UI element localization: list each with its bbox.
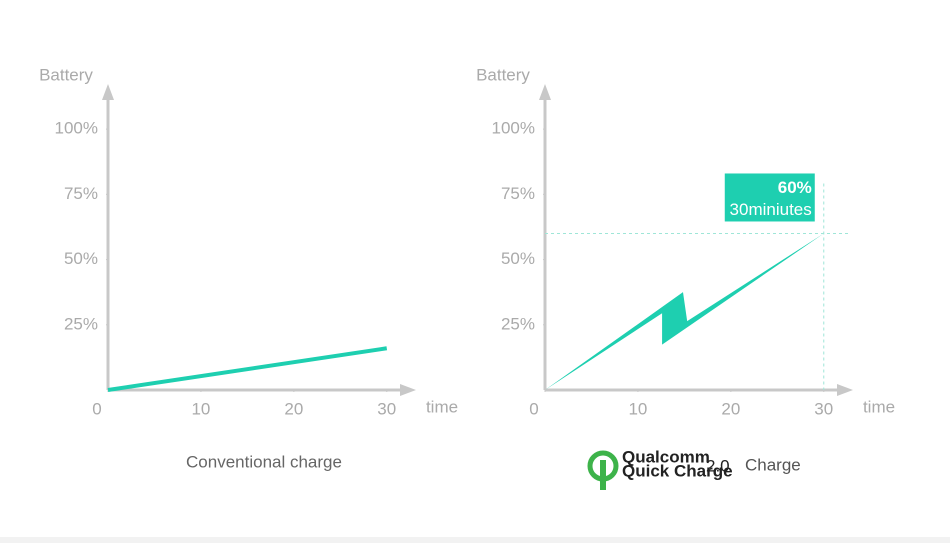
- y-tick-label: 75%: [501, 184, 535, 203]
- annotation-box: [724, 173, 815, 222]
- x-tick-label: 10: [628, 399, 647, 418]
- chart: Battery time 25% 50% 75% 100% 0 10 20 30 60% 30mini…: [476, 65, 895, 480]
- y-tick-label: 100%: [55, 119, 98, 138]
- x-axis-label: time: [426, 397, 458, 416]
- y-axis-label: Battery: [476, 65, 530, 84]
- y-tick-label: 100%: [492, 119, 535, 138]
- logo-bar: [600, 460, 606, 490]
- x-tick-label: 30: [814, 399, 833, 418]
- x-arrow: [400, 384, 416, 396]
- x-tick-label: 30: [377, 399, 396, 418]
- y-tick-label: 50%: [64, 249, 98, 268]
- y-tick-label: 50%: [501, 249, 535, 268]
- bolt: [545, 233, 824, 390]
- series-line: [107, 346, 388, 392]
- annotation-text: 30miniutes: [730, 200, 812, 219]
- bottom-band: [0, 537, 950, 543]
- y-tick-label: 25%: [501, 314, 535, 333]
- x-tick-label: 20: [284, 399, 303, 418]
- y-arrow: [539, 84, 551, 100]
- caption: Charge: [745, 455, 801, 474]
- y-tick-label: 25%: [64, 314, 98, 333]
- caption: Conventional charge: [186, 452, 342, 471]
- y-tick-label: 75%: [64, 184, 98, 203]
- x-tick-label: 20: [721, 399, 740, 418]
- qc-logo-icon: [587, 450, 619, 490]
- x-tick-label: 0: [92, 399, 101, 418]
- chart: Battery time 25% 50% 75% 100% 0 10 20 30 Conventio…: [39, 65, 458, 471]
- logo-product: Quick Charge: [622, 461, 733, 480]
- x-axis-label: time: [863, 397, 895, 416]
- logo-brand: Qualcomm: [622, 447, 710, 466]
- y-axis-label: Battery: [39, 65, 93, 84]
- x-tick-label: 10: [191, 399, 210, 418]
- logo-version: 2.0: [706, 456, 730, 475]
- x-arrow: [837, 384, 853, 396]
- x-tick-label: 0: [529, 399, 538, 418]
- y-arrow: [102, 84, 114, 100]
- annotation-value: 60%: [778, 178, 812, 197]
